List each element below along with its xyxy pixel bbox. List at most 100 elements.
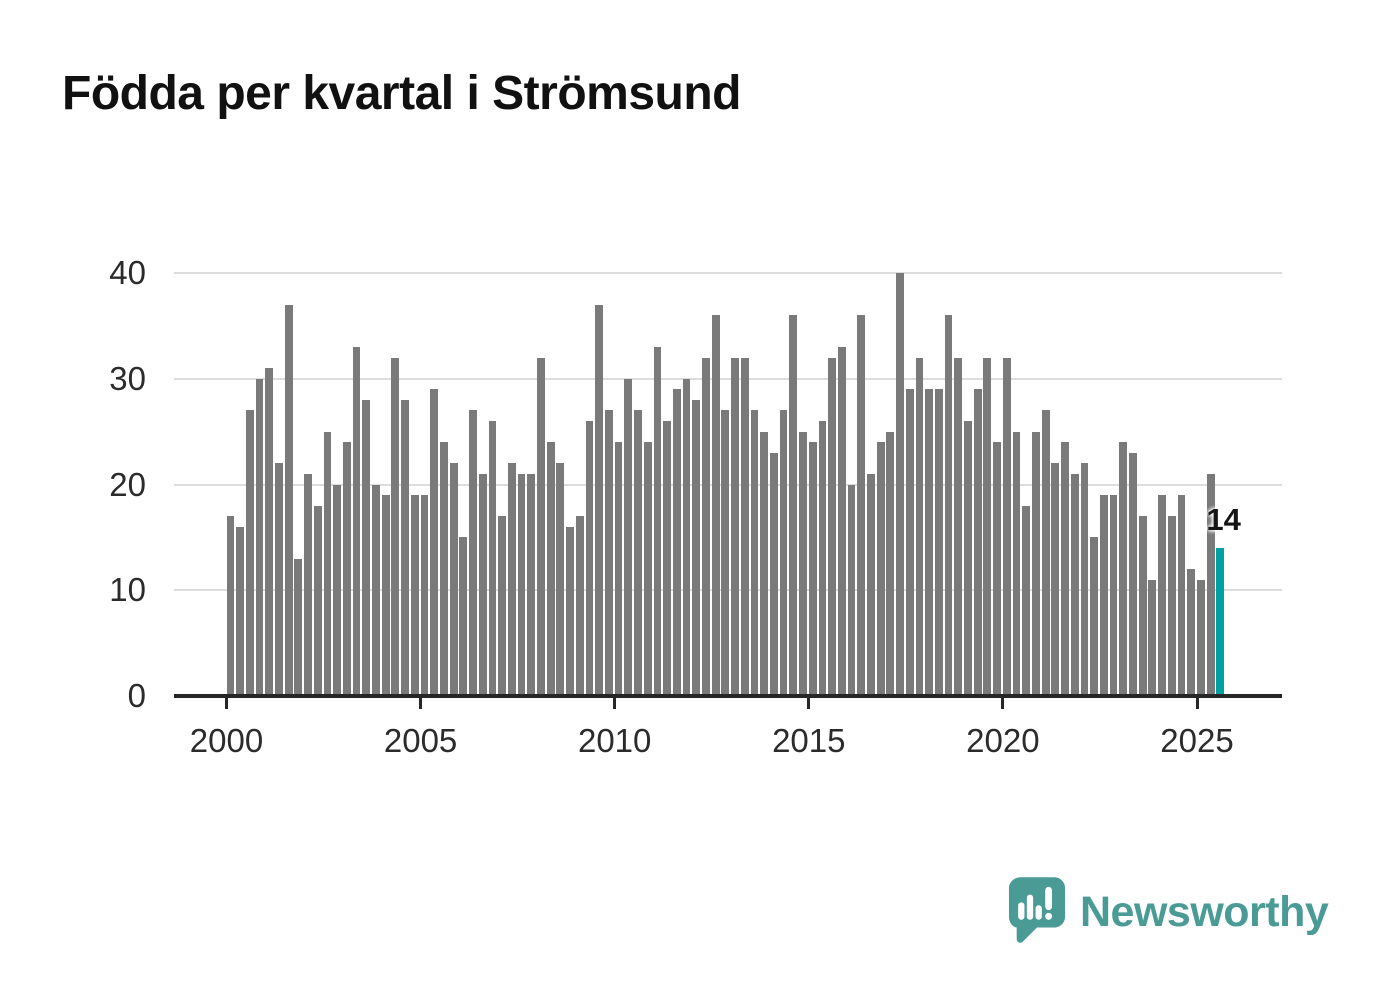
bar [604,410,613,696]
x-axis-label: 2010 [577,722,652,759]
bar [915,357,924,696]
bar [255,378,264,696]
bar [372,484,380,696]
bar [1032,431,1040,696]
bar [595,304,604,696]
bar [1148,579,1157,696]
bar [517,473,526,696]
bar [1022,505,1031,696]
bar [828,357,836,696]
bar [1041,410,1050,696]
bar [896,273,904,696]
y-axis-label: 20 [109,465,146,503]
bar [1197,579,1205,696]
bar [226,516,235,696]
bar [1051,463,1060,696]
bar [478,473,487,696]
bar [847,484,856,696]
y-axis-label: 30 [109,359,146,397]
bar [643,442,652,696]
x-axis-tick [419,698,423,709]
bar [401,399,409,696]
newsworthy-branding: Newsworthy [1008,876,1329,948]
bar [750,410,759,696]
bar [1206,473,1215,696]
x-axis-tick [225,698,228,709]
bar [1080,463,1089,696]
x-axis-label: 2015 [772,722,846,759]
bar [537,357,545,696]
newsworthy-wordmark: Newsworthy [1080,887,1329,936]
bar [886,431,895,696]
bar [275,463,283,696]
bar [711,315,720,696]
bar [1012,431,1021,696]
bar [837,347,846,696]
chart-title: Födda per kvartal i Strömsund [62,67,741,120]
bar [391,357,400,696]
x-axis-tick [807,698,811,709]
bar [934,389,943,696]
bar [964,421,972,696]
bar [323,431,332,696]
bar [546,442,555,696]
bar [760,431,769,696]
bar [634,410,642,696]
bar [469,410,477,696]
bar [731,357,739,696]
bar [527,473,536,696]
bar [692,399,701,696]
bar [614,442,623,696]
bar [672,389,681,696]
x-axis-tick [1195,698,1199,709]
bar [245,410,254,696]
bar [1158,495,1166,696]
bar [284,304,293,696]
bar [440,442,448,696]
bar [459,537,468,696]
bar [1129,452,1137,696]
bar [818,421,827,696]
bar [1099,495,1108,696]
bar [1177,495,1186,696]
bar [740,357,749,696]
bar [653,347,662,696]
bar [779,410,788,696]
x-axis-label: 2005 [383,722,458,759]
gridline [174,377,1282,380]
bar [624,378,633,696]
x-axis-line [174,694,1282,698]
bar [799,431,807,696]
newsworthy-logo-icon [1008,877,1066,943]
bar [954,357,963,696]
bar [857,315,866,696]
bar [430,389,439,696]
bar [294,558,303,696]
highlight-bar [1216,547,1225,696]
bar [663,421,672,696]
bar [867,473,875,696]
bar [769,452,778,696]
bar [585,421,594,696]
bar [313,505,322,696]
bar [1070,473,1079,696]
bar [566,526,574,696]
bar [1002,357,1011,696]
x-axis-tick [613,698,617,709]
bar [498,516,507,696]
bar [410,495,419,696]
x-axis-tick [1001,698,1005,709]
bar [1138,516,1147,696]
x-axis-label: 2025 [1160,722,1234,759]
y-axis-label: 40 [109,254,146,291]
bar [1090,537,1099,696]
x-axis-label: 2020 [966,722,1040,759]
bar [789,315,798,696]
bar [449,463,458,696]
bar [1187,569,1196,696]
bar [507,463,516,696]
gridline [174,272,1282,274]
bar [983,357,992,696]
y-axis-label: 10 [109,571,146,609]
